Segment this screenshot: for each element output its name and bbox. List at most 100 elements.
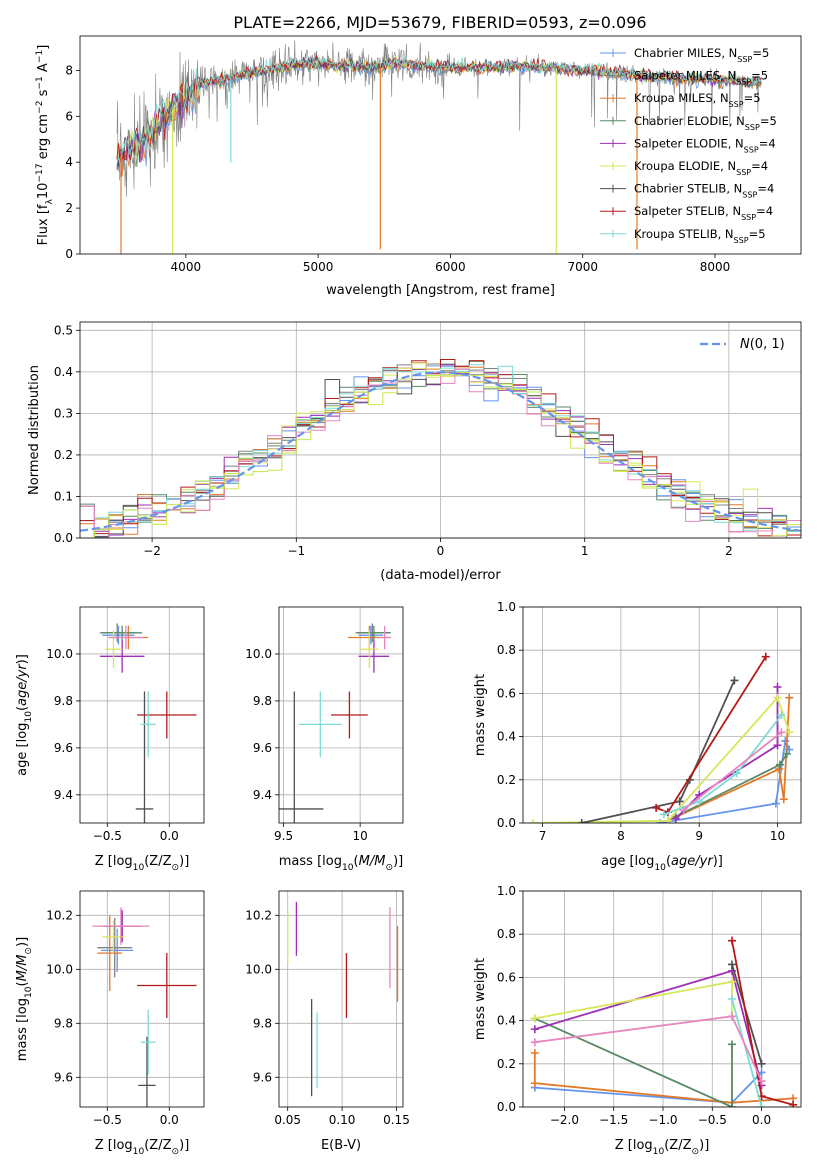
legend-label: Kroupa STELIB, NSSP=5 — [634, 227, 766, 245]
x-tick-label: 0.05 — [274, 1113, 301, 1127]
histogram-step — [80, 364, 801, 538]
series-marker — [577, 819, 586, 823]
series-marker — [773, 682, 782, 691]
axes-frame — [79, 890, 205, 1108]
x-tick-label: −0.5 — [698, 1113, 727, 1127]
series-marker — [727, 995, 736, 1003]
series-marker — [727, 1012, 736, 1021]
y-axis-label: Normed distribution — [27, 365, 42, 495]
x-tick-label: 0.0 — [160, 829, 179, 843]
x-tick-label: 7 — [539, 829, 547, 843]
axes-frame — [522, 890, 802, 1108]
x-tick-label: −1 — [287, 544, 305, 558]
y-tick-label: 0.0 — [497, 1100, 516, 1114]
axes-frame — [522, 606, 802, 824]
data-point — [358, 625, 384, 645]
axes-age-vs-mass: 9.5 10 9.4 9.6 9.8 10.0 mass [log10(M/M⊙)] — [245, 606, 404, 873]
y-tick-label: 0.0 — [54, 531, 73, 545]
plot-area — [530, 936, 798, 1107]
legend-label: Kroupa ELODIE, NSSP=4 — [634, 159, 768, 177]
y-tick-label: 0.8 — [497, 927, 516, 941]
x-tick-label: 8 — [617, 829, 625, 843]
x-tick-label: 10 — [770, 829, 785, 843]
series-line — [581, 680, 736, 823]
series-marker — [663, 816, 672, 823]
series-line — [731, 940, 794, 1106]
axes-frame — [79, 606, 205, 824]
y-tick-label: 9.4 — [253, 788, 272, 802]
x-axis-label: age [log10(age/yr)] — [601, 854, 723, 873]
axes-mass-vs-ebv: 0.05 0.10 0.15 9.6 9.8 10.0 10.2 E(B-V) — [245, 890, 410, 1153]
x-tick-label: 1 — [581, 544, 589, 558]
x-tick-label: 2 — [725, 544, 733, 558]
data-point — [99, 639, 145, 673]
plot-area — [116, 40, 762, 254]
x-axis-label: Z [log10(Z/Z⊙)] — [95, 854, 190, 873]
x-tick-label: −0.5 — [93, 829, 122, 843]
series-marker — [695, 797, 704, 806]
x-axis-label: E(B-V) — [321, 1138, 361, 1153]
series-line — [682, 731, 782, 811]
series-marker — [671, 814, 680, 823]
series-line — [667, 697, 791, 822]
y-tick-label: 0 — [65, 247, 73, 261]
data-point — [378, 625, 391, 650]
y-tick-label: 0.1 — [54, 489, 73, 503]
legend-label: Chabrier ELODIE, NSSP=5 — [634, 114, 777, 132]
x-tick-label: −2.0 — [550, 1113, 579, 1127]
series-marker — [727, 977, 736, 986]
y-tick-label: 0.0 — [497, 816, 516, 830]
x-tick-label: 0 — [437, 544, 445, 558]
series-marker — [529, 819, 538, 823]
x-axis-label: (data-model)/error — [380, 568, 501, 583]
x-tick-label: 7000 — [567, 260, 598, 274]
y-tick-label: 10.2 — [46, 908, 73, 922]
y-tick-label: 0.6 — [497, 970, 516, 984]
series-marker — [727, 936, 736, 945]
series-marker — [659, 810, 668, 819]
data-point — [137, 691, 197, 739]
y-tick-label: 9.4 — [54, 788, 73, 802]
x-tick-label: 0.0 — [160, 1113, 179, 1127]
data-point — [97, 918, 133, 978]
series-marker — [773, 693, 782, 702]
legend-label: Kroupa MILES, NSSP=5 — [634, 91, 761, 109]
y-tick-label: 2 — [65, 201, 73, 215]
y-tick-label: 9.8 — [253, 1016, 272, 1030]
x-axis-label: wavelength [Angstrom, rest frame] — [326, 283, 555, 298]
series-marker — [530, 1014, 539, 1023]
plot-area — [529, 652, 794, 823]
normal-curve — [80, 371, 799, 532]
axes-spectrum: 4000 5000 6000 7000 8000 0 2 4 6 8 wavelength [Ang… — [35, 35, 802, 298]
plot-area — [279, 623, 391, 823]
series-line — [675, 753, 788, 818]
spectrum-model-line — [116, 58, 762, 168]
plot-area — [80, 359, 801, 538]
data-point — [101, 928, 134, 972]
spectrum-model-line — [116, 55, 762, 166]
data-point — [360, 630, 379, 669]
x-axis-label: Z [log10(Z/Z⊙)] — [615, 1138, 710, 1157]
y-tick-label: 0.2 — [497, 773, 516, 787]
series-marker — [757, 1077, 766, 1086]
series-marker — [777, 728, 786, 737]
series-marker — [777, 711, 786, 719]
series-marker — [775, 760, 784, 769]
series-marker — [652, 803, 661, 812]
series-marker — [727, 1040, 736, 1049]
data-point — [140, 691, 156, 758]
plot-area — [99, 623, 197, 823]
x-axis-label: Z [log10(Z/Z⊙)] — [95, 1138, 190, 1157]
y-axis-label: mass weight — [473, 674, 488, 756]
series-marker — [785, 728, 794, 737]
series-line — [534, 1071, 763, 1104]
axes-weight-vs-Z: −2.0 −1.5 −1.0 −0.5 0.0 0.0 0.2 0.4 0.6 0.8 1.0 Z [… — [473, 884, 802, 1157]
y-tick-label: 10.2 — [245, 908, 272, 922]
series-marker — [789, 1100, 798, 1107]
data-point — [140, 1009, 156, 1075]
legend-label: Salpeter MILES, NSSP=5 — [634, 69, 768, 87]
y-tick-label: 0.8 — [497, 643, 516, 657]
x-tick-label: −1.0 — [648, 1113, 677, 1127]
axes-weight-vs-age: 7 8 9 10 0.0 0.2 0.4 0.6 0.8 1.0 age [log10(age/yr… — [473, 600, 802, 873]
series-line — [533, 1053, 794, 1104]
